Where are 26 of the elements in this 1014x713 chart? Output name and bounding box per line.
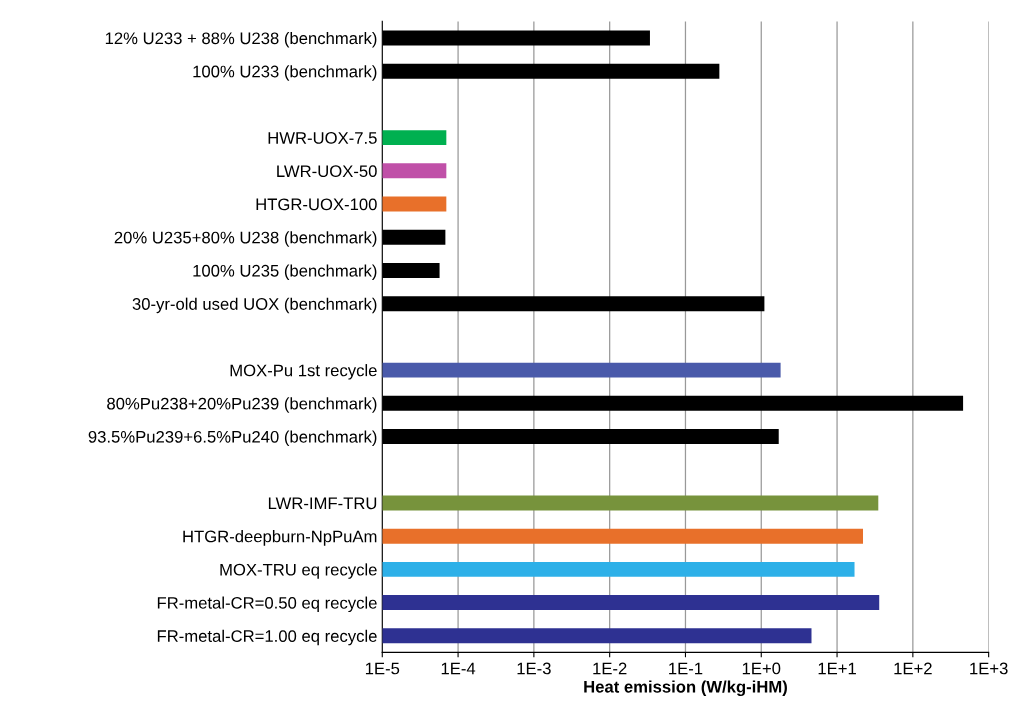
x-tick-label: 1E-2 — [593, 662, 627, 675]
y-tick-label: 80%Pu238+20%Pu239 (benchmark) — [107, 397, 377, 413]
x-tick-label: 1E-5 — [365, 662, 400, 675]
y-tick-label: FR-metal-CR=0.50 eq recycle — [157, 596, 377, 613]
y-tick-label: 20% U235+80% U238 (benchmark) — [114, 231, 377, 247]
y-tick-label: MOX-Pu 1st recycle — [230, 364, 377, 380]
y-tick-label: LWR-UOX-50 — [277, 165, 377, 178]
x-tick-label: 1E+1 — [818, 662, 856, 675]
y-tick-label: HTGR-UOX-100 — [256, 198, 377, 211]
y-tick-label: 12% U233 + 88% U238 (benchmark) — [105, 31, 377, 48]
y-tick-label: 30-yr-old used UOX (benchmark) — [132, 297, 377, 314]
y-tick-label: HWR-UOX-7.5 — [268, 132, 377, 144]
y-tick-label: LWR-IMF-TRU — [268, 497, 377, 510]
y-tick-label: MOX-TRU eq recycle — [220, 563, 377, 579]
y-tick-label: FR-metal-CR=1.00 eq recycle — [157, 629, 377, 646]
y-tick-label: 100% U233 (benchmark) — [193, 65, 377, 81]
y-tick-label: 93.5%Pu239+6.5%Pu240 (benchmark) — [88, 430, 377, 447]
y-tick-label: HTGR-deepburn-NpPuAm — [183, 530, 377, 546]
x-tick-label: 1E+3 — [970, 662, 1008, 675]
x-tick-label: 1E-4 — [441, 662, 476, 675]
x-tick-label: 1E-3 — [517, 662, 551, 675]
x-tick-label: 1E+0 — [742, 662, 781, 675]
x-axis-title: Heat emission (W/kg-iHM) — [584, 680, 787, 697]
y-tick-label: 100% U235 (benchmark) — [193, 264, 377, 280]
x-tick-label: 1E+2 — [894, 662, 932, 675]
x-tick-label: 1E-1 — [669, 662, 703, 675]
